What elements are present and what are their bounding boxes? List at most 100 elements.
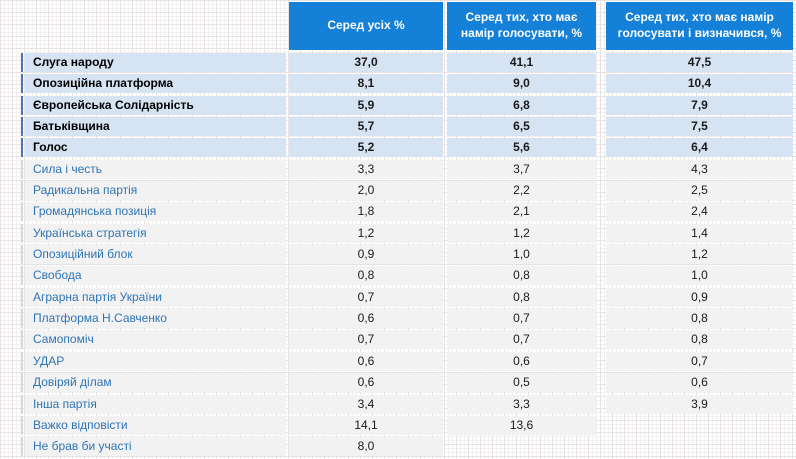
value-among-all: 1,2 xyxy=(289,223,443,243)
column-header-among-all: Серед усіх % xyxy=(289,2,443,50)
value-among-all: 5,9 xyxy=(289,95,443,115)
value-among-all: 3,4 xyxy=(289,394,443,414)
row-edge-line xyxy=(21,159,23,179)
value-among-all: 0,6 xyxy=(289,351,443,371)
value-among-decided: 2,4 xyxy=(606,202,793,222)
party-name: Громадянська позиція xyxy=(25,202,286,222)
value-among-decided xyxy=(606,416,793,435)
table-body: Слуга народу 37,0 41,1 47,5 Опозиційна п… xyxy=(0,53,796,459)
value-among-decided xyxy=(606,437,793,456)
party-name: Батьківщина xyxy=(25,117,286,137)
row-edge-line xyxy=(21,309,23,329)
row-edge-line xyxy=(21,117,23,137)
value-among-all: 3,3 xyxy=(289,159,443,179)
value-among-all: 37,0 xyxy=(289,53,443,72)
value-among-decided: 2,5 xyxy=(606,181,793,201)
row-edge-line xyxy=(21,53,23,72)
party-name: Аграрна партія України xyxy=(25,287,286,307)
party-name: Важко відповісти xyxy=(25,415,286,435)
value-among-all: 0,9 xyxy=(289,245,443,265)
party-name: Опозиційний блок xyxy=(25,245,286,265)
value-among-voters: 13,6 xyxy=(447,415,596,435)
value-among-voters: 1,0 xyxy=(447,245,596,265)
value-among-decided: 0,7 xyxy=(606,351,793,371)
row-edge-line xyxy=(21,223,23,243)
column-header-among-voters: Серед тих, хто має намір голосувати, % xyxy=(447,2,596,50)
table-row: Українська стратегія 1,2 1,2 1,4 xyxy=(0,223,796,243)
table-row: Сила і честь 3,3 3,7 4,3 xyxy=(0,159,796,179)
party-name: Слуга народу xyxy=(25,53,286,72)
party-name: Довіряй ділам xyxy=(25,373,286,393)
row-edge-line xyxy=(21,74,23,94)
table-row: Опозиційний блок 0,9 1,0 1,2 xyxy=(0,245,796,265)
row-edge-line xyxy=(21,351,23,371)
row-edge-line xyxy=(21,287,23,307)
party-name: Голос xyxy=(25,138,286,158)
party-name: Інша партія xyxy=(25,394,286,414)
value-among-all: 0,6 xyxy=(289,373,443,393)
row-edge-line xyxy=(21,181,23,201)
table-row: Опозиційна платформа 8,1 9,0 10,4 xyxy=(0,74,796,94)
row-edge-line xyxy=(21,138,23,158)
party-name: Самопоміч xyxy=(25,330,286,350)
value-among-all: 2,0 xyxy=(289,181,443,201)
party-name: Не брав би участі xyxy=(25,437,286,457)
row-edge-line xyxy=(21,202,23,222)
value-among-voters: 0,8 xyxy=(447,266,596,286)
value-among-all: 5,2 xyxy=(289,138,443,158)
value-among-decided: 10,4 xyxy=(606,74,793,94)
value-among-all: 0,8 xyxy=(289,266,443,286)
value-among-voters: 9,0 xyxy=(447,74,596,94)
row-edge-line xyxy=(21,437,23,457)
value-among-voters: 6,8 xyxy=(447,95,596,115)
value-among-decided: 0,9 xyxy=(606,287,793,307)
table-row: Радикальна партія 2,0 2,2 2,5 xyxy=(0,181,796,201)
party-name: Свобода xyxy=(25,266,286,286)
party-name: Сила і честь xyxy=(25,159,286,179)
value-among-voters: 6,5 xyxy=(447,117,596,137)
value-among-decided: 7,9 xyxy=(606,95,793,115)
row-edge-line xyxy=(21,266,23,286)
value-among-voters: 2,2 xyxy=(447,181,596,201)
value-among-all: 0,6 xyxy=(289,309,443,329)
table-row: Свобода 0,8 0,8 1,0 xyxy=(0,266,796,286)
value-among-voters: 2,1 xyxy=(447,202,596,222)
value-among-all: 0,7 xyxy=(289,330,443,350)
party-name: Радикальна партія xyxy=(25,181,286,201)
value-among-voters: 41,1 xyxy=(447,53,596,72)
row-edge-line xyxy=(21,373,23,393)
value-among-decided: 0,8 xyxy=(606,330,793,350)
table-row: Довіряй ділам 0,6 0,5 0,6 xyxy=(0,373,796,393)
value-among-decided: 1,0 xyxy=(606,266,793,286)
table-row: Слуга народу 37,0 41,1 47,5 xyxy=(0,53,796,72)
table-row: Важко відповісти 14,1 13,6 xyxy=(0,415,796,435)
column-header-among-decided: Серед тих, хто має намір голосувати і ви… xyxy=(606,2,793,50)
party-name: УДАР xyxy=(25,351,286,371)
value-among-voters: 3,3 xyxy=(447,394,596,414)
value-among-voters: 0,5 xyxy=(447,373,596,393)
row-edge-line xyxy=(21,330,23,350)
row-edge-line xyxy=(21,415,23,435)
value-among-decided: 4,3 xyxy=(606,159,793,179)
value-among-decided: 7,5 xyxy=(606,117,793,137)
row-edge-line xyxy=(21,245,23,265)
value-among-all: 8,0 xyxy=(289,437,443,457)
value-among-voters: 0,8 xyxy=(447,287,596,307)
value-among-voters: 1,2 xyxy=(447,223,596,243)
row-edge-line xyxy=(21,95,23,115)
value-among-decided: 1,2 xyxy=(606,245,793,265)
table-row: Голос 5,2 5,6 6,4 xyxy=(0,138,796,158)
table-row: Європейська Солідарність 5,9 6,8 7,9 xyxy=(0,95,796,115)
table-row: Платформа Н.Савченко 0,6 0,7 0,8 xyxy=(0,309,796,329)
value-among-voters: 3,7 xyxy=(447,159,596,179)
value-among-decided: 0,6 xyxy=(606,373,793,393)
value-among-all: 1,8 xyxy=(289,202,443,222)
value-among-decided: 3,9 xyxy=(606,394,793,414)
row-edge-line xyxy=(21,394,23,414)
table-row: Громадянська позиція 1,8 2,1 2,4 xyxy=(0,202,796,222)
value-among-decided: 47,5 xyxy=(606,53,793,72)
value-among-all: 14,1 xyxy=(289,415,443,435)
table-row: Не брав би участі 8,0 xyxy=(0,437,796,457)
value-among-decided: 6,4 xyxy=(606,138,793,158)
value-among-voters: 0,6 xyxy=(447,351,596,371)
